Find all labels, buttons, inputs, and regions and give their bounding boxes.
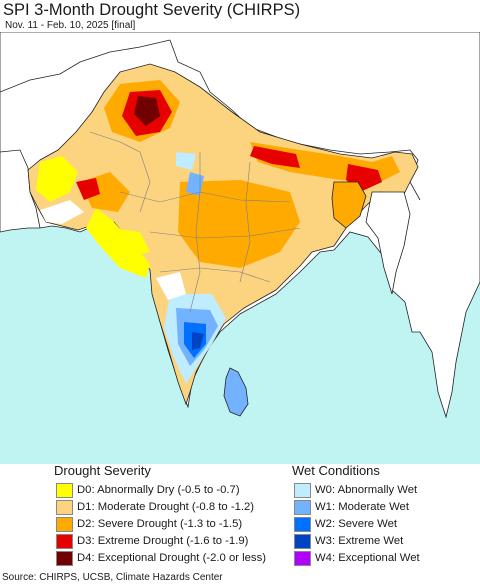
legend-swatch-w4 (294, 550, 311, 566)
legend-item-w4: W4: Exceptional Wet (294, 550, 420, 566)
legend-swatch-d2 (56, 516, 73, 532)
legend-item-w0: W0: Abnormally Wet (294, 482, 417, 498)
legend-item-d0: D0: Abnormally Dry (-0.5 to -0.7) (56, 482, 240, 498)
legend: Drought Severity Wet Conditions D0: Abno… (0, 462, 480, 570)
northern-borders (169, 39, 421, 201)
legend-drought-title: Drought Severity (54, 463, 151, 478)
myanmar-coast (365, 191, 411, 295)
source-credit: Source: CHIRPS, UCSB, Climate Hazards Ce… (2, 572, 223, 583)
legend-item-w3: W3: Extreme Wet (294, 533, 403, 549)
bangladesh (331, 181, 367, 229)
drought-map (0, 32, 480, 464)
sri-lanka (223, 367, 249, 417)
state-borders (89, 131, 301, 313)
map-subtitle: Nov. 11 - Feb. 10, 2025 [final] (5, 20, 136, 31)
legend-swatch-d4 (56, 550, 73, 566)
map-title: SPI 3-Month Drought Severity (CHIRPS) (3, 1, 301, 19)
legend-item-w2: W2: Severe Wet (294, 516, 397, 532)
legend-item-w1: W1: Moderate Wet (294, 499, 409, 515)
legend-item-d4: D4: Exceptional Drought (-2.0 or less) (56, 550, 266, 566)
legend-swatch-w3 (294, 533, 311, 549)
legend-wet-title: Wet Conditions (292, 463, 380, 478)
legend-item-d1: D1: Moderate Drought (-0.8 to -1.2) (56, 499, 254, 515)
legend-swatch-w0 (294, 482, 311, 498)
legend-item-d3: D3: Extreme Drought (-1.6 to -1.9) (56, 533, 248, 549)
legend-swatch-w1 (294, 499, 311, 515)
legend-swatch-w2 (294, 516, 311, 532)
legend-swatch-d3 (56, 533, 73, 549)
legend-item-d2: D2: Severe Drought (-1.3 to -1.5) (56, 516, 242, 532)
legend-swatch-d1 (56, 499, 73, 515)
drought-layer (27, 63, 419, 406)
legend-swatch-d0 (56, 482, 73, 498)
